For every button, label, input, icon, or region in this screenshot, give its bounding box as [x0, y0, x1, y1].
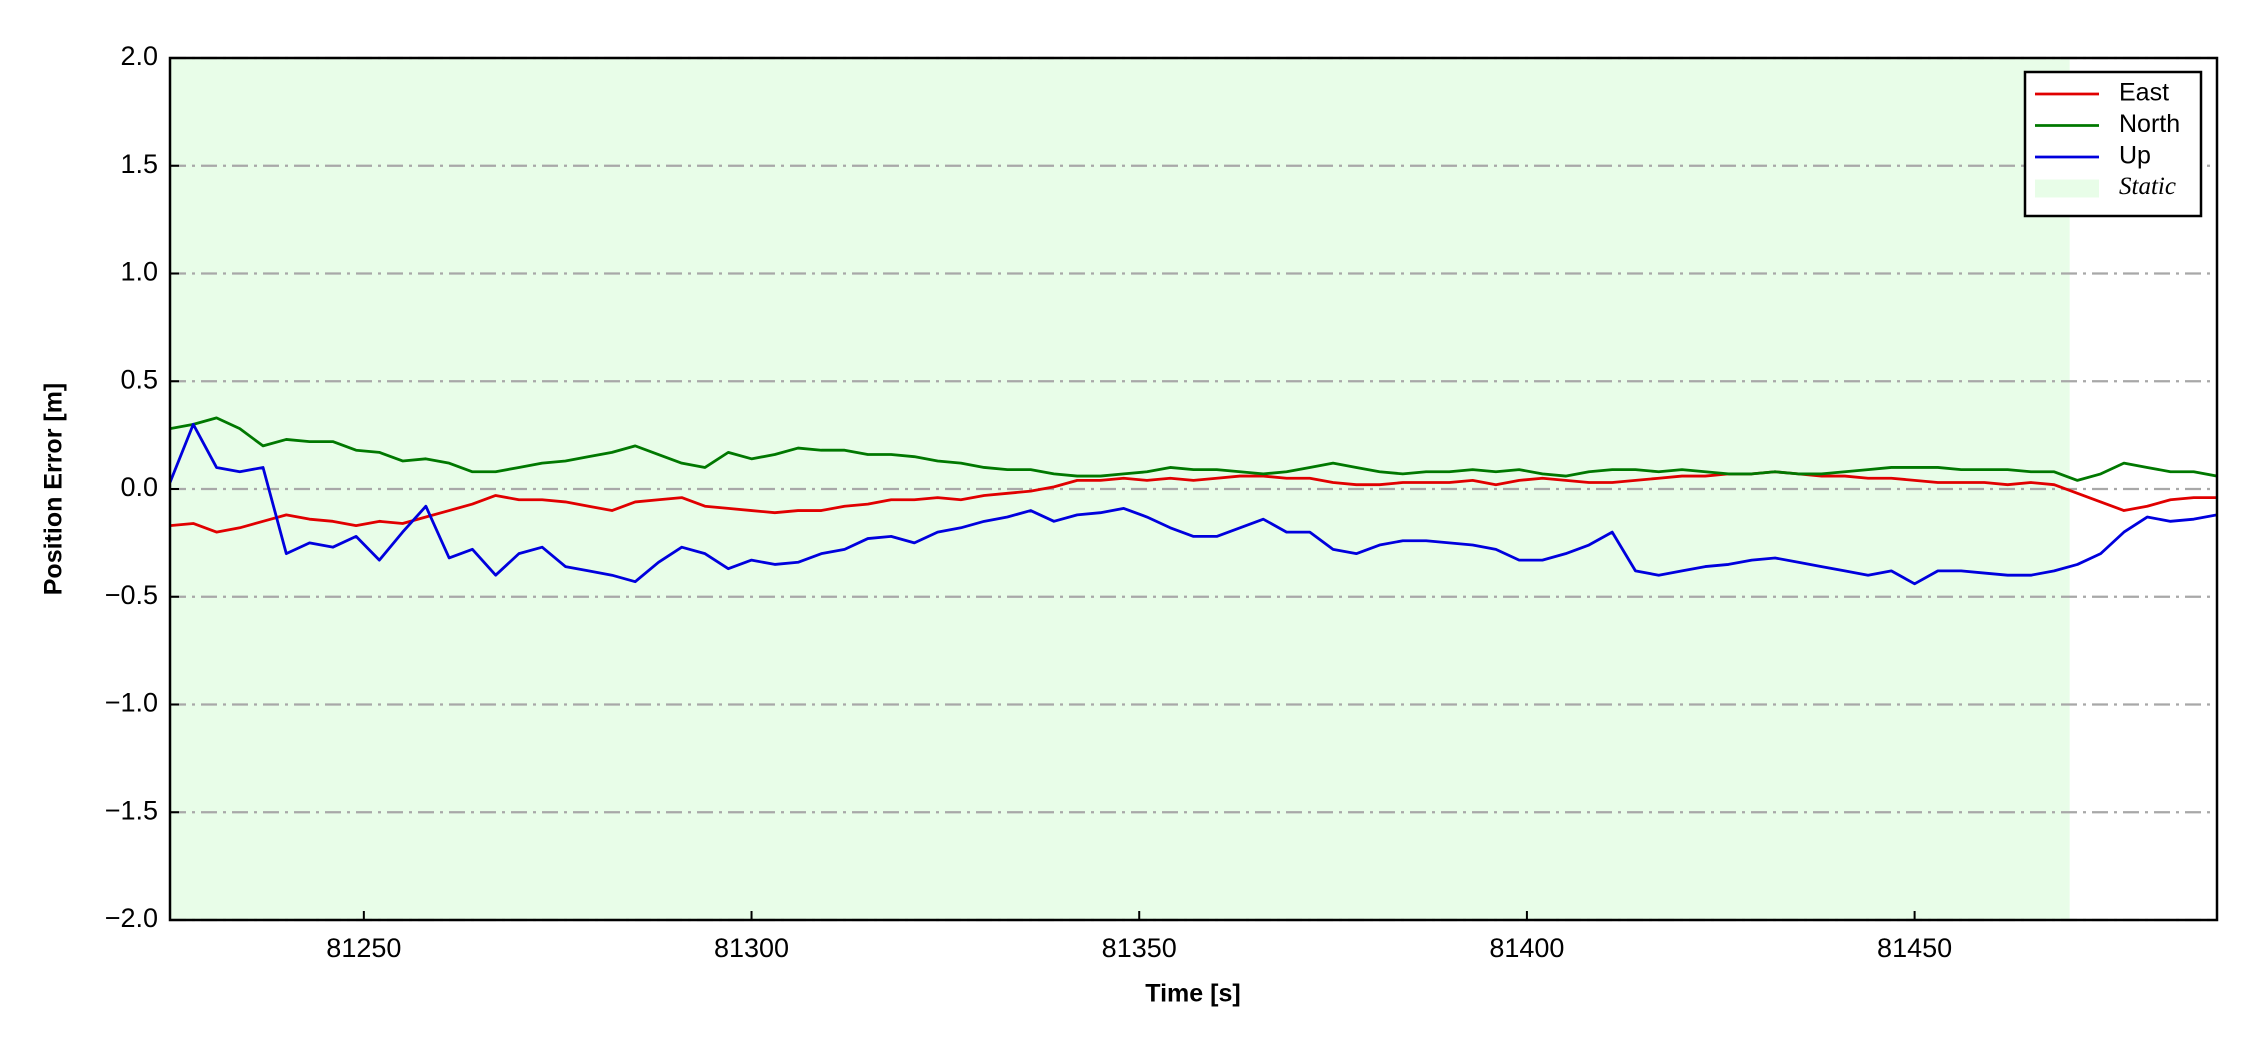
x-tick-label: 81450	[1877, 933, 1952, 963]
y-tick-label: −2.0	[105, 903, 158, 933]
y-tick-label: −0.5	[105, 580, 158, 610]
y-tick-label: 0.5	[120, 364, 158, 394]
series-line	[170, 470, 2217, 534]
y-tick-label: 1.5	[120, 149, 158, 179]
series-line	[170, 422, 2217, 586]
y-tick-label: −1.5	[105, 795, 158, 825]
x-tick-label: 81250	[326, 933, 401, 963]
y-axis-label: Position Error [m]	[40, 383, 68, 596]
legend-label: Static	[2119, 173, 2176, 200]
legend-label: East	[2119, 79, 2169, 107]
x-tick-label: 81350	[1102, 933, 1177, 963]
y-tick-label: −1.0	[105, 688, 158, 718]
plot-frame	[168, 56, 2219, 922]
series-line	[170, 416, 2217, 482]
x-tick-label: 81300	[714, 933, 789, 963]
legend-swatch	[2035, 179, 2099, 198]
y-tick-label: 2.0	[120, 41, 158, 71]
legend-label: Up	[2119, 142, 2151, 170]
y-tick-label: 1.0	[120, 257, 158, 287]
y-tick-label: 0.0	[120, 472, 158, 502]
x-tick-label: 81400	[1489, 933, 1564, 963]
x-axis-label: Time [s]	[1145, 980, 1240, 1008]
legend-label: North	[2119, 110, 2180, 138]
